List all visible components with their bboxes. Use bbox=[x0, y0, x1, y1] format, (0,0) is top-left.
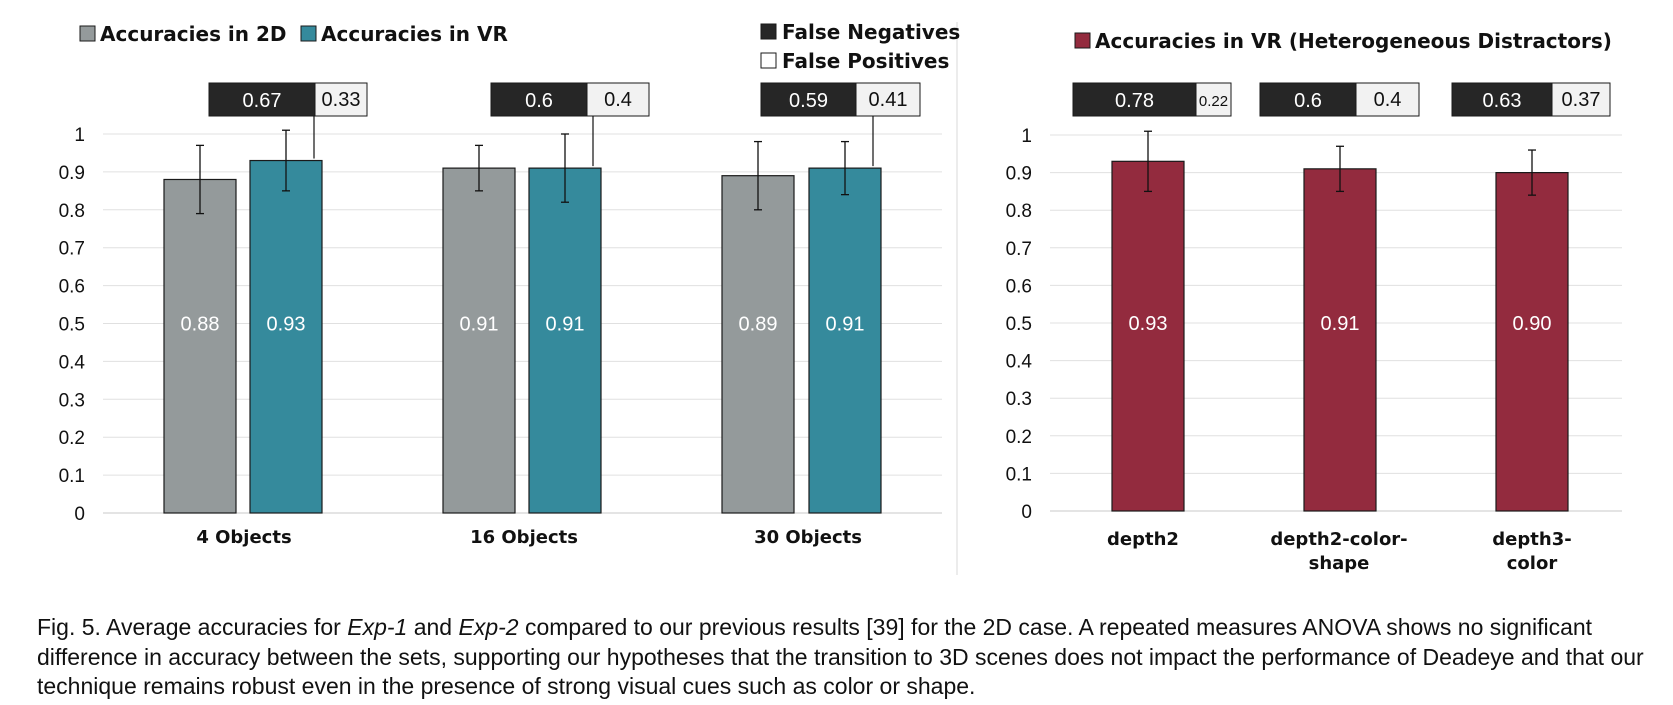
y-tick-label: 0.6 bbox=[1006, 276, 1032, 297]
legend-label-false-positives: False Positives bbox=[782, 49, 949, 73]
bar bbox=[721, 175, 795, 514]
false-positives-box bbox=[1195, 82, 1232, 117]
y-tick-label: 0.6 bbox=[59, 277, 85, 298]
category-label: 4 Objects bbox=[196, 527, 291, 548]
bar-value-label: 0.91 bbox=[460, 314, 499, 336]
bar-value-label: 0.89 bbox=[739, 314, 778, 336]
category-label: 30 Objects bbox=[754, 527, 862, 548]
false-positives-value: 0.41 bbox=[869, 89, 908, 111]
category-label: depth3- bbox=[1492, 529, 1571, 550]
bar bbox=[1111, 160, 1185, 512]
bar-value-label: 0.93 bbox=[267, 314, 306, 336]
false-negatives-value: 0.67 bbox=[243, 90, 282, 112]
bar-value-label: 0.88 bbox=[181, 314, 220, 336]
bar bbox=[1303, 168, 1377, 512]
legend-swatch-false-positives bbox=[760, 52, 777, 69]
y-tick-label: 0.8 bbox=[59, 201, 85, 222]
legend-swatch-vr bbox=[300, 25, 317, 42]
category-label: depth2-color- bbox=[1270, 529, 1407, 550]
bar-value-label: 0.91 bbox=[826, 314, 865, 336]
caption-part-3: compared to our previous results [39] fo… bbox=[37, 614, 1644, 699]
false-positives-value: 0.37 bbox=[1562, 89, 1601, 111]
false-negatives-box bbox=[1259, 82, 1357, 117]
false-positives-value: 0.4 bbox=[604, 89, 632, 111]
bar-value-label: 0.91 bbox=[546, 314, 585, 336]
y-tick-label: 0.5 bbox=[59, 315, 85, 336]
false-positives-box bbox=[1551, 82, 1611, 117]
y-tick-label: 0.7 bbox=[1006, 239, 1032, 260]
caption-exp2: Exp-2 bbox=[458, 614, 519, 640]
caption-exp1: Exp-1 bbox=[347, 614, 408, 640]
caption-part-1: Fig. 5. Average accuracies for bbox=[37, 614, 348, 640]
false-negatives-value: 0.6 bbox=[1294, 90, 1322, 112]
legend-label-vr: Accuracies in VR bbox=[321, 22, 508, 46]
y-tick-label: 0.7 bbox=[59, 239, 85, 260]
y-tick-label: 0.3 bbox=[59, 390, 85, 411]
bar bbox=[528, 167, 602, 514]
legend-swatch-heterogeneous bbox=[1074, 32, 1091, 49]
false-negatives-value: 0.63 bbox=[1483, 90, 1522, 112]
false-negatives-box bbox=[1072, 82, 1197, 117]
legend-swatch-2d bbox=[79, 25, 96, 42]
false-positives-value: 0.22 bbox=[1199, 93, 1228, 110]
legend-label-false-negatives: False Negatives bbox=[782, 20, 960, 44]
legend-swatch-false-negatives bbox=[760, 23, 777, 40]
y-tick-label: 0.8 bbox=[1006, 201, 1032, 222]
false-positives-box bbox=[1355, 82, 1420, 117]
false-positives-box bbox=[586, 82, 650, 117]
caption-part-2: and bbox=[407, 614, 459, 640]
y-tick-label: 1 bbox=[1021, 126, 1032, 147]
false-negatives-value: 0.78 bbox=[1115, 90, 1154, 112]
bar bbox=[808, 167, 882, 514]
bar bbox=[163, 178, 237, 514]
bar bbox=[249, 159, 323, 514]
y-tick-label: 1 bbox=[74, 125, 85, 146]
y-tick-label: 0.2 bbox=[1006, 427, 1032, 448]
y-tick-label: 0 bbox=[74, 504, 85, 525]
bar bbox=[1495, 172, 1569, 512]
y-tick-label: 0.9 bbox=[1006, 164, 1032, 185]
category-label: color bbox=[1507, 553, 1558, 574]
y-tick-label: 0 bbox=[1021, 502, 1032, 523]
figure: 00.10.20.30.40.50.60.70.80.910.88 0.91 0.8… bbox=[59, 20, 1622, 575]
y-tick-label: 0.4 bbox=[59, 352, 86, 373]
false-positives-box bbox=[314, 82, 368, 117]
false-negatives-box bbox=[490, 82, 588, 117]
false-positives-box bbox=[855, 82, 921, 117]
y-tick-label: 0.4 bbox=[1006, 352, 1033, 373]
category-label: shape bbox=[1309, 553, 1370, 574]
legend-label-heterogeneous: Accuracies in VR (Heterogeneous Distract… bbox=[1095, 29, 1612, 53]
y-tick-label: 0.3 bbox=[1006, 389, 1032, 410]
figure-caption: Fig. 5. Average accuracies for Exp-1 and… bbox=[37, 613, 1657, 702]
false-positives-value: 0.4 bbox=[1374, 89, 1402, 111]
category-label: depth2 bbox=[1107, 529, 1179, 550]
bar-value-label: 0.93 bbox=[1129, 313, 1168, 335]
false-negatives-box bbox=[760, 82, 857, 117]
category-label: 16 Objects bbox=[470, 527, 578, 548]
y-tick-label: 0.9 bbox=[59, 163, 85, 184]
bar bbox=[442, 167, 516, 514]
false-positives-value: 0.33 bbox=[322, 89, 361, 111]
y-tick-label: 0.1 bbox=[1006, 464, 1032, 485]
bar-value-label: 0.91 bbox=[1321, 313, 1360, 335]
bar-value-label: 0.90 bbox=[1513, 313, 1552, 335]
false-negatives-value: 0.59 bbox=[789, 90, 828, 112]
legend-label-2d: Accuracies in 2D bbox=[100, 22, 287, 46]
false-negatives-value: 0.6 bbox=[525, 90, 553, 112]
y-tick-label: 0.1 bbox=[59, 466, 85, 487]
false-negatives-box bbox=[1451, 82, 1553, 117]
y-tick-label: 0.5 bbox=[1006, 314, 1032, 335]
y-tick-label: 0.2 bbox=[59, 428, 85, 449]
